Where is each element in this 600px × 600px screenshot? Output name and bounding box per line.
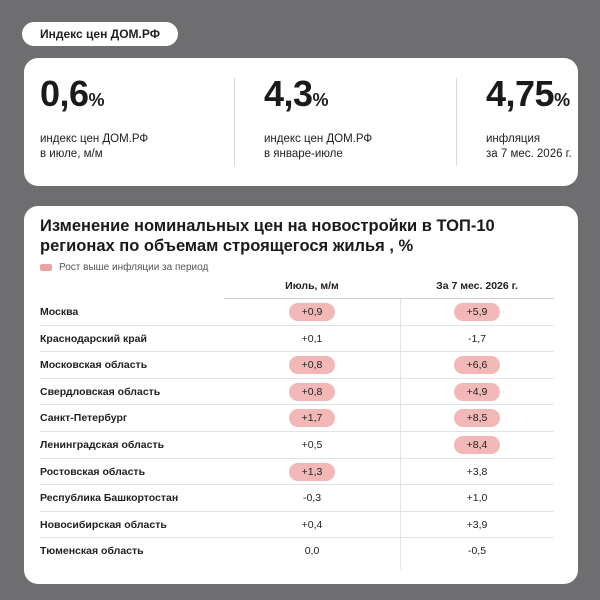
stat-desc-line: индекс цен ДОМ.РФ — [40, 133, 149, 145]
price-change-table-card: Изменение номинальных цен на новостройки… — [24, 206, 578, 584]
ytd-change-value: +8,4 — [454, 435, 500, 454]
ytd-change-cell: +4,9 — [400, 382, 554, 401]
ytd-change-cell: +3,9 — [400, 516, 554, 534]
stat-desc-line: инфляция — [486, 133, 541, 145]
table-row: Новосибирская область +0,4 +3,9 — [40, 512, 554, 539]
july-change-cell: +0,5 — [224, 436, 400, 454]
ytd-change-cell: +5,9 — [400, 303, 554, 321]
stat-value: 0,6% — [40, 73, 105, 114]
column-header-july: Июль, м/м — [285, 280, 339, 292]
july-change-value: +0,9 — [289, 303, 335, 321]
july-change-cell: +1,7 — [224, 409, 400, 428]
region-name: Новосибирская область — [40, 518, 167, 531]
july-change-cell: +1,3 — [224, 462, 400, 481]
july-change-value: +1,3 — [289, 462, 335, 481]
region-name: Ленинградская область — [40, 438, 165, 451]
july-change-cell: -0,3 — [224, 489, 400, 507]
stat-jan-jul: 4,3% индекс цен ДОМ.РФ в январе-июле — [234, 58, 456, 186]
july-change-value: +0,4 — [301, 518, 323, 531]
table-row: Санкт-Петербург +1,7 +8,5 — [40, 405, 554, 432]
table-title: Изменение номинальных цен на новостройки… — [40, 217, 495, 255]
ytd-change-value: +8,5 — [454, 409, 500, 428]
ytd-change-value: +5,9 — [454, 303, 500, 321]
stat-description: индекс цен ДОМ.РФ в январе-июле — [264, 132, 456, 162]
legend-label: Рост выше инфляции за период — [59, 262, 209, 273]
ytd-change-value: +6,6 — [454, 356, 500, 375]
stat-unit: % — [312, 90, 329, 110]
column-header-ytd: За 7 мес. 2026 г. — [436, 280, 518, 292]
stat-desc-line: в июле, м/м — [40, 148, 103, 160]
region-name: Москва — [40, 306, 79, 318]
ytd-change-cell: +8,5 — [400, 409, 554, 428]
july-change-cell: +0,8 — [224, 356, 400, 375]
ytd-change-cell: +1,0 — [400, 489, 554, 507]
region-name: Краснодарский край — [40, 332, 147, 345]
ytd-change-value: -1,7 — [467, 332, 487, 345]
stat-inflation: 4,75% инфляция за 7 мес. 2026 г. — [456, 58, 578, 186]
july-change-value: +0,8 — [289, 382, 335, 401]
table-row: Ростовская область +1,3 +3,8 — [40, 459, 554, 486]
legend: Рост выше инфляции за период — [40, 262, 208, 273]
stat-value: 4,75% — [486, 73, 570, 114]
region-name: Ростовская область — [40, 465, 146, 478]
table-row: Свердловская область +0,8 +4,9 — [40, 379, 554, 406]
ytd-change-cell: +3,8 — [400, 463, 554, 481]
table-body: Москва +0,9 +5,9 Краснодарский край +0,1 -1,7… — [40, 299, 554, 564]
table-row: Республика Башкортостан -0,3 +1,0 — [40, 485, 554, 512]
stats-card: 0,6% индекс цен ДОМ.РФ в июле, м/м 4,3% … — [24, 58, 578, 186]
stat-unit: % — [554, 90, 570, 110]
stat-desc-line: в январе-июле — [264, 148, 343, 160]
july-change-value: +0,1 — [301, 332, 323, 345]
july-change-value: +0,8 — [289, 356, 335, 375]
july-change-cell: +0,4 — [224, 516, 400, 534]
table-row: Московская область +0,8 +6,6 — [40, 352, 554, 379]
ytd-change-cell: +6,6 — [400, 356, 554, 375]
ytd-change-cell: -0,5 — [400, 542, 554, 560]
july-change-value: +0,5 — [301, 438, 323, 451]
region-name: Свердловская область — [40, 385, 161, 398]
table-row: Ленинградская область +0,5 +8,4 — [40, 432, 554, 459]
page-tag: Индекс цен ДОМ.РФ — [22, 22, 178, 46]
ytd-change-value: +4,9 — [454, 382, 500, 401]
stat-description: инфляция за 7 мес. 2026 г. — [486, 132, 578, 162]
column-divider — [400, 299, 401, 569]
region-name: Санкт-Петербург — [40, 412, 128, 425]
ytd-change-value: -0,5 — [467, 545, 487, 558]
region-name: Республика Башкортостан — [40, 492, 179, 505]
region-name: Тюменская область — [40, 545, 144, 558]
table-row: Москва +0,9 +5,9 — [40, 299, 554, 326]
table-row: Тюменская область 0,0 -0,5 — [40, 538, 554, 564]
july-change-value: -0,3 — [302, 492, 322, 505]
ytd-change-cell: +8,4 — [400, 435, 554, 454]
july-change-value: +1,7 — [289, 409, 335, 428]
ytd-change-cell: -1,7 — [400, 330, 554, 348]
july-change-cell: +0,8 — [224, 382, 400, 401]
ytd-change-value: +1,0 — [466, 492, 488, 505]
stat-july: 0,6% индекс цен ДОМ.РФ в июле, м/м — [24, 58, 234, 186]
ytd-change-value: +3,9 — [466, 518, 488, 531]
header-divider — [224, 298, 554, 299]
july-change-value: 0,0 — [304, 545, 320, 558]
stat-description: индекс цен ДОМ.РФ в июле, м/м — [40, 132, 234, 162]
july-change-cell: 0,0 — [224, 542, 400, 560]
region-name: Московская область — [40, 359, 148, 372]
july-change-cell: +0,1 — [224, 330, 400, 348]
stat-unit: % — [88, 90, 105, 110]
july-change-cell: +0,9 — [224, 303, 400, 321]
stat-desc-line: индекс цен ДОМ.РФ — [264, 133, 373, 145]
legend-swatch — [40, 264, 52, 271]
stat-desc-line: за 7 мес. 2026 г. — [486, 148, 572, 160]
table-row: Краснодарский край +0,1 -1,7 — [40, 326, 554, 353]
stat-value: 4,3% — [264, 73, 329, 114]
ytd-change-value: +3,8 — [466, 465, 488, 478]
